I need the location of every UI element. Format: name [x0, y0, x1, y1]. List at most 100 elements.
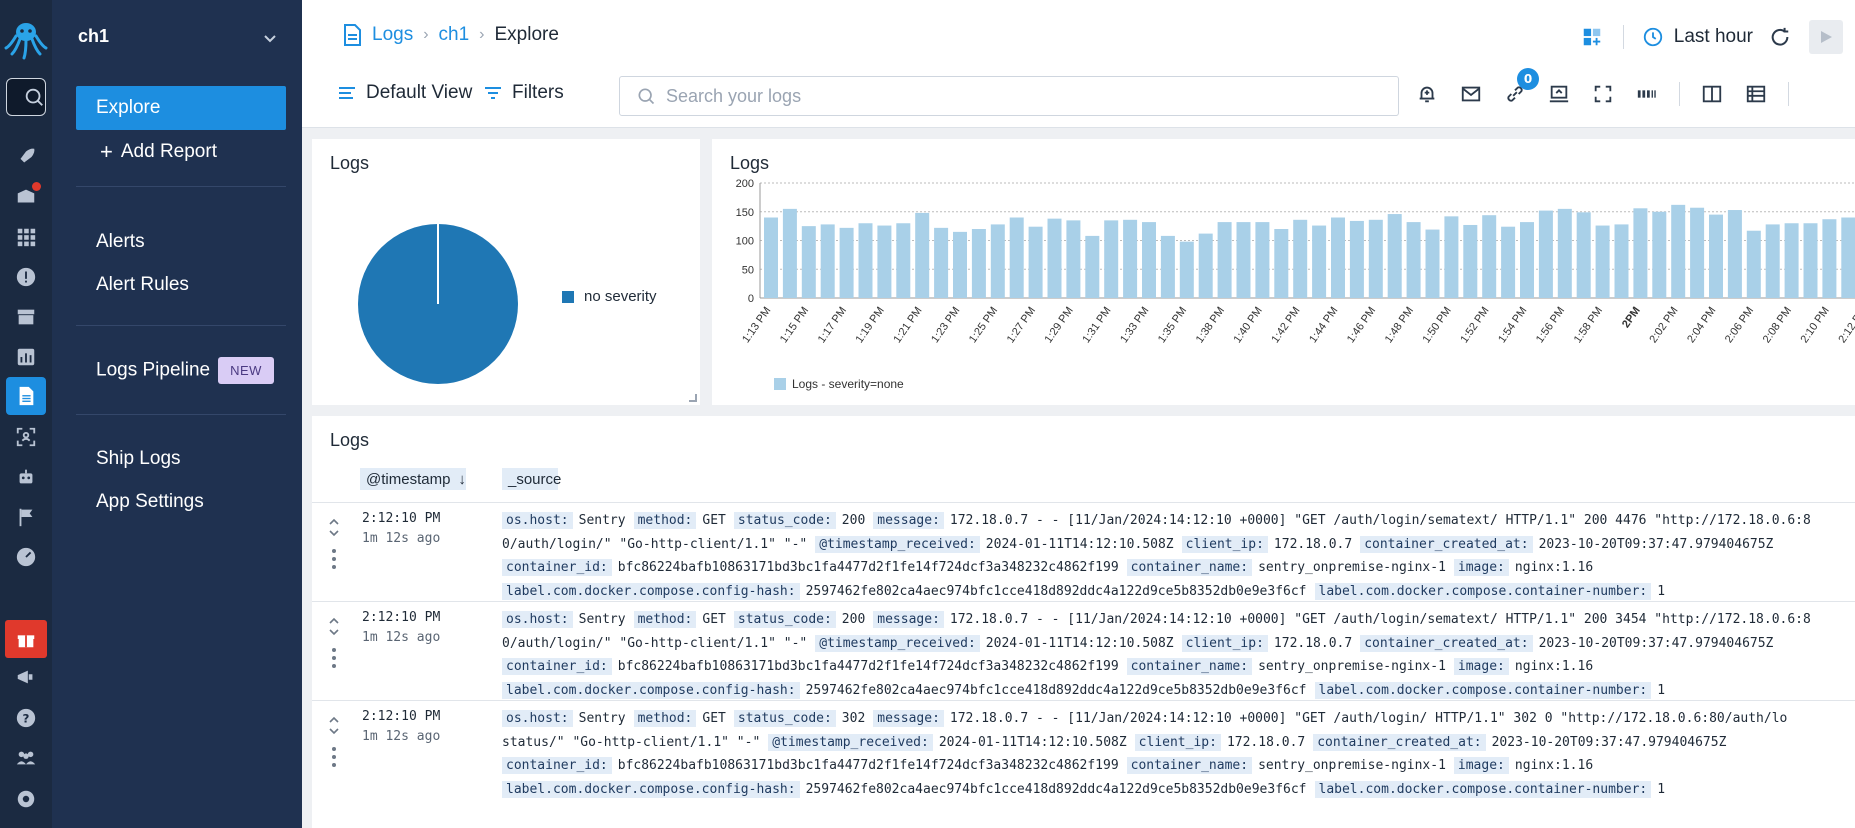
add-widget-icon[interactable] — [1579, 24, 1605, 50]
timestamp-column-header[interactable]: @timestamp ↓ — [360, 468, 466, 490]
team-icon[interactable] — [13, 745, 39, 771]
field-key[interactable]: status_code: — [733, 512, 836, 529]
field-key[interactable]: container_name: — [1126, 757, 1253, 774]
field-key[interactable]: label.com.docker.compose.container-numbe… — [1314, 780, 1652, 798]
share-screen-icon[interactable] — [1547, 82, 1571, 106]
split-view-icon[interactable] — [1700, 82, 1724, 106]
field-key[interactable]: client_ip: — [1181, 535, 1268, 553]
logs-icon[interactable] — [6, 377, 46, 415]
expand-toggle-icon[interactable] — [326, 517, 342, 539]
field-key[interactable]: label.com.docker.compose.container-numbe… — [1314, 582, 1652, 600]
field-key[interactable]: message: — [873, 710, 944, 727]
more-options-icon[interactable] — [326, 547, 342, 571]
chart-icon[interactable] — [13, 344, 39, 370]
field-key[interactable]: container_id: — [502, 658, 612, 675]
more-options-icon[interactable] — [326, 646, 342, 670]
alert-icon[interactable] — [13, 264, 39, 290]
table-row[interactable]: 2:12:10 PM 1m 12s ago os.host: Sentry method… — [312, 601, 1855, 700]
refresh-icon[interactable] — [1767, 24, 1793, 50]
nav-app-settings[interactable]: App Settings — [96, 491, 204, 512]
nav-logs-pipeline[interactable]: Logs Pipeline NEW — [96, 357, 274, 384]
field-key[interactable]: client_ip: — [1181, 634, 1268, 652]
table-row[interactable]: 2:12:10 PM 1m 12s ago os.host: Sentry method… — [312, 700, 1855, 799]
field-key[interactable]: label.com.docker.compose.container-numbe… — [1314, 681, 1652, 699]
field-key[interactable]: container_id: — [502, 559, 612, 576]
field-key[interactable]: container_name: — [1126, 658, 1253, 675]
nav-explore[interactable]: Explore — [76, 86, 286, 130]
table-view-icon[interactable] — [1744, 82, 1768, 106]
gift-icon[interactable] — [5, 620, 47, 658]
field-key[interactable]: os.host: — [502, 710, 573, 727]
field-key[interactable]: container_id: — [502, 757, 612, 774]
field-key[interactable]: message: — [873, 611, 944, 628]
field-key[interactable]: container_created_at: — [1313, 733, 1486, 751]
field-key[interactable]: container_name: — [1126, 559, 1253, 576]
flag-icon[interactable] — [13, 504, 39, 530]
table-row[interactable]: 2:12:10 PM 1m 12s ago os.host: Sentry method… — [312, 502, 1855, 601]
time-range-picker[interactable]: Last hour — [1642, 26, 1753, 48]
field-key[interactable]: container_created_at: — [1360, 535, 1533, 553]
filters-button[interactable]: Filters — [484, 82, 564, 104]
field-key[interactable]: label.com.docker.compose.config-hash: — [502, 582, 800, 600]
field-key[interactable]: label.com.docker.compose.config-hash: — [502, 780, 800, 798]
search-input[interactable] — [666, 85, 1366, 107]
density-icon[interactable] — [1635, 82, 1659, 106]
expand-toggle-icon[interactable] — [326, 715, 342, 737]
field-key[interactable]: image: — [1453, 658, 1509, 675]
breadcrumb-app[interactable]: ch1 — [438, 24, 470, 45]
field-key[interactable]: message: — [873, 512, 944, 529]
alert-bell-icon[interactable] — [1415, 82, 1439, 106]
mail-icon[interactable] — [1459, 82, 1483, 106]
octopus-logo[interactable] — [4, 18, 48, 62]
add-report-button[interactable]: + Add Report — [100, 141, 217, 163]
dashboard-icon[interactable] — [13, 544, 39, 570]
field-key[interactable]: client_ip: — [1134, 733, 1221, 751]
field-key[interactable]: @timestamp_received: — [815, 535, 980, 553]
help-icon[interactable]: ? — [13, 705, 39, 731]
link-icon[interactable]: 0 — [1503, 68, 1539, 106]
field-key[interactable]: method: — [633, 710, 697, 727]
scan-icon[interactable] — [13, 424, 39, 450]
field-key[interactable]: status_code: — [733, 710, 836, 727]
sort-desc-icon[interactable]: ↓ — [458, 470, 466, 488]
field-key[interactable]: image: — [1453, 757, 1509, 774]
settings-icon[interactable] — [13, 786, 39, 812]
bar — [764, 217, 778, 298]
expand-toggle-icon[interactable] — [326, 616, 342, 638]
field-key[interactable]: label.com.docker.compose.config-hash: — [502, 681, 800, 699]
bar — [1387, 214, 1402, 298]
play-button[interactable] — [1809, 20, 1843, 54]
default-view-button[interactable]: Default View — [338, 82, 472, 104]
more-options-icon[interactable] — [326, 745, 342, 769]
search-icon[interactable] — [6, 78, 46, 116]
field-key[interactable]: method: — [633, 512, 697, 529]
nav-alerts[interactable]: Alerts — [96, 231, 145, 252]
archive-icon[interactable] — [13, 304, 39, 330]
field-key[interactable]: os.host: — [502, 611, 573, 628]
field-key[interactable]: @timestamp_received: — [815, 634, 980, 652]
fullscreen-icon[interactable] — [1591, 82, 1615, 106]
chevron-down-icon[interactable] — [262, 30, 278, 46]
log-line: os.host: Sentry method: GET status_code: 200 m… — [502, 509, 1855, 533]
nav-alert-rules[interactable]: Alert Rules — [96, 274, 189, 295]
app-name[interactable]: ch1 — [78, 26, 110, 46]
robot-icon[interactable] — [13, 464, 39, 490]
apps-grid-icon[interactable] — [13, 224, 39, 250]
field-key[interactable]: image: — [1453, 559, 1509, 576]
field-value: nginx:1.16 — [1514, 758, 1594, 773]
megaphone-icon[interactable] — [13, 664, 39, 690]
resize-handle[interactable] — [689, 394, 697, 402]
field-key[interactable]: container_created_at: — [1360, 634, 1533, 652]
breadcrumb-logs[interactable]: Logs — [372, 24, 414, 45]
field-key[interactable]: os.host: — [502, 512, 573, 529]
source-column-header[interactable]: _source — [502, 468, 561, 490]
nav-ship-logs[interactable]: Ship Logs — [96, 448, 181, 469]
field-key[interactable]: @timestamp_received: — [768, 733, 933, 751]
rocket-icon[interactable] — [13, 144, 39, 170]
field-key[interactable]: method: — [633, 611, 697, 628]
search-box[interactable] — [619, 76, 1399, 116]
inbox-icon[interactable] — [13, 182, 41, 210]
x-tick-label: 2:02 PM — [1647, 305, 1680, 345]
legend-label: no severity — [584, 288, 657, 305]
field-key[interactable]: status_code: — [733, 611, 836, 628]
